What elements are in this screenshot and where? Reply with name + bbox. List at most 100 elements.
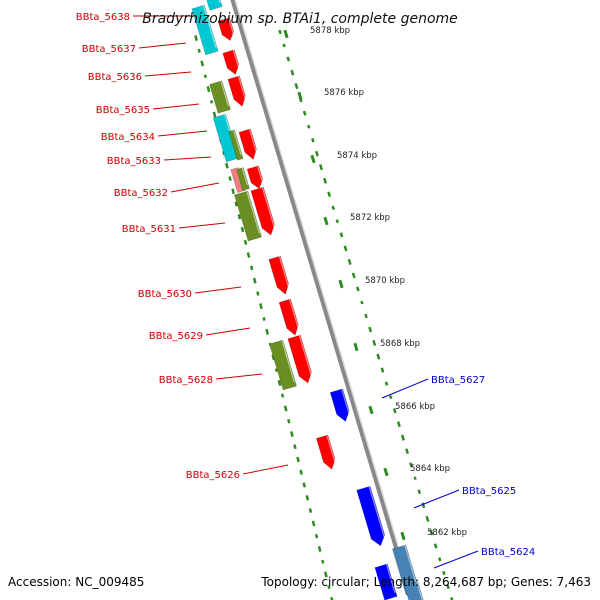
gc-dot [240,226,245,233]
gene-block-shine [241,167,248,186]
scale-tick-label: 5872 kbp [350,213,390,223]
gc-dot [305,495,310,501]
scale-tick-label: 5874 kbp [337,151,377,161]
gc-dot [323,571,328,578]
gene-leader-line [205,327,251,336]
gc-dot [231,188,235,195]
gc-dot [405,448,409,455]
scale-tick-label: 5868 kbp [380,339,420,349]
rna-feature-body [191,4,219,56]
gc-dot [265,328,270,335]
gc-dot [307,124,311,129]
gc-dot [302,110,307,116]
gene-arrow-body [222,49,240,75]
gene-arrow-shine [237,76,247,102]
gene-leader-line [144,71,192,77]
gc-dot [433,543,438,549]
gene-block-shine [385,563,396,594]
gc-dot [252,277,257,284]
gene-arrow [287,334,313,384]
gc-dot [360,300,364,305]
gene-arrow [217,17,235,42]
scale-tick-mark [323,216,329,226]
scale-tick-label: 5864 kbp [410,464,450,474]
gc-dot [400,434,405,441]
label-leader-lines [133,15,479,569]
gc-dot [314,533,319,539]
gene-block-body [404,581,428,600]
gene-arrow-body [227,75,246,107]
gc-dot [209,100,214,104]
gene-arrow [238,128,258,160]
gc-dot [286,56,291,62]
gc-dot [380,367,385,373]
gc-dot [413,476,417,480]
gene-label: BBta_5637 [82,44,136,55]
gene-block-shine [246,191,261,234]
gc-dot [197,48,201,53]
gc-dot [287,418,291,424]
gene-label: BBta_5626 [186,470,240,481]
scale-tick-mark [368,405,374,415]
gene-block-body [392,544,420,596]
gc-dot [417,489,422,495]
gc-dot [203,74,207,79]
gc-dot [372,339,377,347]
gene-arrow [329,388,351,422]
gene-leader-line [381,378,429,399]
gene-arrow [278,298,300,336]
gene-arrow-shine [257,165,264,184]
rna-feature [191,4,219,56]
scale-tick-mark [310,154,316,164]
gc-dot [356,286,360,292]
scale-tick-mark [383,467,389,477]
gene-arrow-body [246,165,264,190]
gene-arrow-body [356,485,386,547]
gc-dot [315,150,319,157]
gene-arrow-shine [326,435,337,465]
gene-block-shine [281,340,296,383]
gene-arrow [246,165,264,190]
gene-block-body [228,129,244,161]
scale-tick-mark [338,279,344,289]
gc-dot [425,515,430,522]
rna-feature [201,0,223,11]
scale-tick-label: 5878 kbp [310,26,350,36]
gc-dot [249,265,254,271]
gene-label: BBta_5636 [88,72,142,83]
gc-dot [225,162,229,169]
gc-dot [212,111,217,118]
gc-dot [450,597,455,600]
gc-dot [237,214,242,220]
gc-dot [339,232,344,238]
gene-block [234,190,262,242]
gene-arrow-body [278,298,299,336]
gene-block-body [234,190,262,242]
gene-arrow-body [250,186,275,236]
genome-summary-caption: Topology: circular; Length: 8,264,687 bp… [261,575,591,589]
gene-leader-line [163,156,212,161]
gc-dot [206,86,211,93]
gene-block [374,563,398,600]
gc-dot [321,559,325,564]
gene-block [392,544,420,596]
scale-ticks: 5878 kbp 5876 kbp 5874 kbp 5872 kbp 5870 kbp… [283,26,467,541]
gc-dot [335,219,340,224]
gc-dot [343,245,348,252]
gene-label: BBta_5633 [107,156,161,167]
gc-dot [299,469,303,475]
gc-dot [228,176,232,181]
gc-dot [384,381,389,386]
gene-block-body [209,80,231,114]
gene-label: BBta_5629 [149,331,203,342]
gene-block [269,339,297,391]
gene-arrow [222,49,240,75]
gene-arrow-shine [278,256,290,290]
gene-label: BBta_5634 [101,132,155,143]
gc-dot [259,303,263,310]
gene-arrow [250,186,276,236]
gene-block-body [236,167,250,191]
genome-backbone [230,0,415,600]
rna-feature-body [201,0,223,11]
